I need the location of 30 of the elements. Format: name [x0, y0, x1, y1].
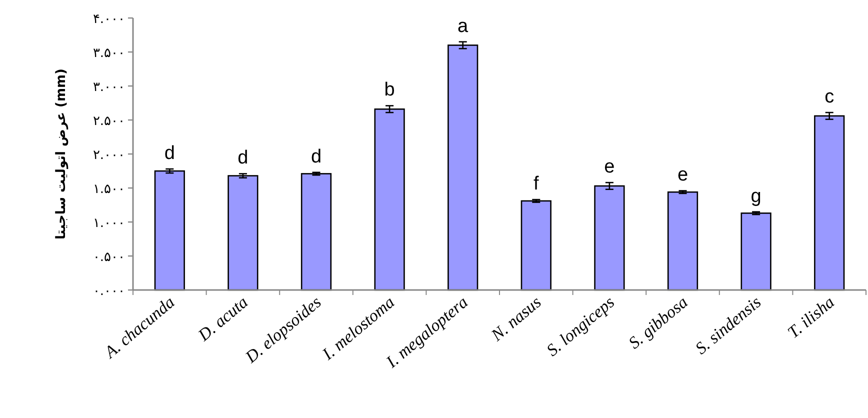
bar: [448, 44, 478, 291]
annotation: d: [238, 148, 248, 169]
y-tick-label: ۳.۵۰۰: [92, 46, 125, 61]
annotation: a: [458, 16, 469, 37]
y-tick-label: ۱.۰۰۰: [92, 216, 125, 231]
bar: [228, 175, 258, 291]
y-axis-title: عرض اتولیت ساجیتا (mm): [54, 68, 69, 240]
bar: [374, 108, 405, 291]
y-tick-label: ۳.۰۰۰: [92, 80, 125, 95]
y-tick-label: ۰.۰۰۰: [92, 284, 125, 299]
annotation: g: [750, 186, 762, 207]
y-tick-label: ۰.۵۰۰: [92, 250, 125, 265]
y-tick-label: ۲.۵۰۰: [92, 114, 125, 129]
bar: [594, 185, 625, 291]
annotation: e: [677, 164, 688, 186]
bar: [814, 115, 845, 291]
y-tick-label: ۱.۵۰۰: [92, 182, 125, 197]
bar: [520, 200, 552, 291]
bar: [740, 212, 772, 291]
bar: [667, 191, 698, 291]
bar: [300, 173, 332, 291]
annotation: d: [164, 142, 175, 164]
annotation: f: [534, 174, 540, 195]
annotation: b: [384, 80, 395, 101]
bar: [154, 170, 185, 291]
annotation: d: [310, 146, 322, 168]
annotation: c: [824, 86, 834, 108]
annotation: e: [604, 156, 615, 178]
y-tick-label: ۲.۰۰۰: [92, 148, 125, 163]
y-tick-label: ۴.۰۰۰: [92, 12, 125, 27]
